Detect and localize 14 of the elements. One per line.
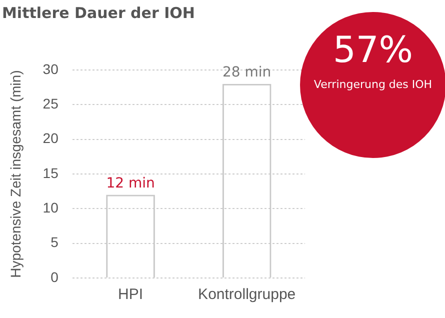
data-label: 28 min <box>222 64 272 81</box>
y-tick-label: 20 <box>42 130 59 146</box>
y-tick-label: 15 <box>42 164 59 181</box>
y-tick-label: 5 <box>50 234 59 250</box>
y-tick-label: 25 <box>42 96 59 112</box>
y-tick-label: 30 <box>42 60 59 77</box>
y-axis-title: Hypotensive Zeit insgesamt (min) <box>7 70 24 278</box>
y-tick-label: 10 <box>42 200 59 216</box>
chart-title: Mittlere Dauer der IOH <box>2 4 195 22</box>
data-label: 12 min <box>106 175 155 192</box>
x-tick-label: HPI <box>118 286 144 304</box>
x-tick-label: Kontrollgruppe <box>198 286 296 304</box>
y-tick-label: 0 <box>50 268 59 285</box>
circle-badge: 57% Verringerung des IOH <box>300 12 445 158</box>
